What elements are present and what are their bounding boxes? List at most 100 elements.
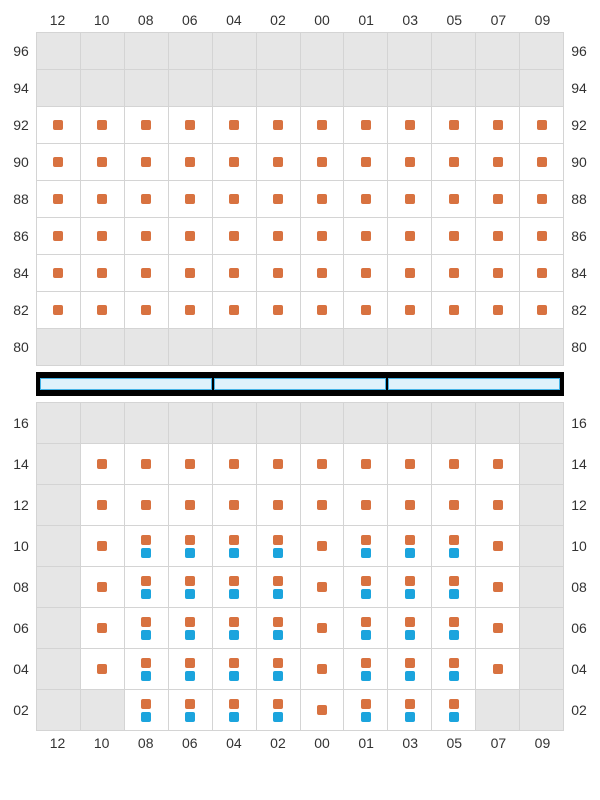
row-label: 82: [6, 292, 36, 329]
grid-cell: [388, 526, 431, 566]
row-label: 88: [6, 180, 36, 217]
grid-cell-inactive: [125, 329, 168, 365]
grid-cell: [169, 526, 212, 566]
grid-cell: [476, 485, 519, 525]
orange-marker: [405, 500, 415, 510]
grid-cell: [213, 485, 256, 525]
grid-cell: [476, 255, 519, 291]
grid-cell-inactive: [81, 403, 124, 443]
grid-cell: [432, 649, 475, 689]
orange-marker: [229, 157, 239, 167]
grid-cell: [125, 608, 168, 648]
orange-marker: [493, 268, 503, 278]
grid-cell: [301, 255, 344, 291]
orange-marker: [229, 576, 239, 586]
grid-cell-inactive: [476, 403, 519, 443]
orange-marker: [273, 576, 283, 586]
blue-marker: [273, 589, 283, 599]
orange-marker: [449, 268, 459, 278]
orange-marker: [449, 459, 459, 469]
orange-marker: [317, 459, 327, 469]
grid-cell: [257, 567, 300, 607]
column-label: 09: [521, 12, 564, 28]
column-label: 07: [477, 12, 520, 28]
blue-marker: [449, 671, 459, 681]
grid-cell: [81, 567, 124, 607]
orange-marker: [537, 268, 547, 278]
blue-marker: [141, 548, 151, 558]
grid-cell: [125, 649, 168, 689]
grid-cell: [520, 292, 563, 328]
orange-marker: [361, 576, 371, 586]
grid-cell-inactive: [344, 33, 387, 69]
orange-marker: [493, 305, 503, 315]
grid-cell: [432, 144, 475, 180]
row-label: 06: [564, 608, 594, 649]
grid-cell-inactive: [257, 70, 300, 106]
orange-marker: [317, 705, 327, 715]
orange-marker: [449, 535, 459, 545]
grid-cell: [257, 218, 300, 254]
orange-marker: [141, 576, 151, 586]
grid-cell-inactive: [257, 403, 300, 443]
orange-marker: [405, 268, 415, 278]
grid-cell: [81, 144, 124, 180]
orange-marker: [273, 231, 283, 241]
orange-marker: [53, 305, 63, 315]
grid-cell-inactive: [301, 329, 344, 365]
grid-cell: [37, 218, 80, 254]
column-label: 01: [345, 735, 388, 751]
grid-cell-inactive: [476, 33, 519, 69]
orange-marker: [273, 194, 283, 204]
grid-cell: [344, 444, 387, 484]
grid-cell: [257, 649, 300, 689]
grid-cell-inactive: [520, 526, 563, 566]
grid-cell-inactive: [257, 33, 300, 69]
column-label: 12: [36, 12, 79, 28]
grid-cell: [301, 690, 344, 730]
grid-cell: [169, 608, 212, 648]
row-label: 08: [6, 567, 36, 608]
row-label: 06: [6, 608, 36, 649]
blue-marker: [185, 630, 195, 640]
blue-marker: [449, 630, 459, 640]
orange-marker: [361, 535, 371, 545]
column-label: 12: [36, 735, 79, 751]
grid-cell-inactive: [388, 70, 431, 106]
blue-marker: [449, 712, 459, 722]
grid-cell-inactive: [344, 403, 387, 443]
grid-cell-inactive: [476, 690, 519, 730]
grid-cell: [213, 292, 256, 328]
row-label: 92: [564, 106, 594, 143]
grid-cell-inactive: [301, 403, 344, 443]
divider-band: [6, 372, 594, 396]
grid-cell-inactive: [388, 329, 431, 365]
column-label: 06: [168, 735, 211, 751]
grid-cell: [169, 144, 212, 180]
bottom-grid-section: 1614121008060402 1614121008060402: [6, 402, 594, 731]
orange-marker: [185, 231, 195, 241]
blue-marker: [449, 589, 459, 599]
column-label: 02: [256, 735, 299, 751]
grid-cell: [432, 608, 475, 648]
orange-marker: [141, 699, 151, 709]
grid-cell: [257, 292, 300, 328]
grid-cell-inactive: [520, 70, 563, 106]
grid-cell: [432, 255, 475, 291]
column-label: 03: [389, 12, 432, 28]
orange-marker: [405, 157, 415, 167]
grid-cell: [125, 218, 168, 254]
grid-cell-inactive: [432, 33, 475, 69]
row-label: 10: [564, 525, 594, 566]
grid-cell: [388, 255, 431, 291]
orange-marker: [229, 699, 239, 709]
row-label: 90: [564, 143, 594, 180]
grid-cell: [37, 181, 80, 217]
blue-marker: [273, 548, 283, 558]
blue-marker: [273, 712, 283, 722]
grid-cell: [432, 181, 475, 217]
grid-cell: [432, 567, 475, 607]
grid-cell-inactive: [520, 649, 563, 689]
grid-cell-inactive: [81, 690, 124, 730]
row-label: 86: [6, 218, 36, 255]
